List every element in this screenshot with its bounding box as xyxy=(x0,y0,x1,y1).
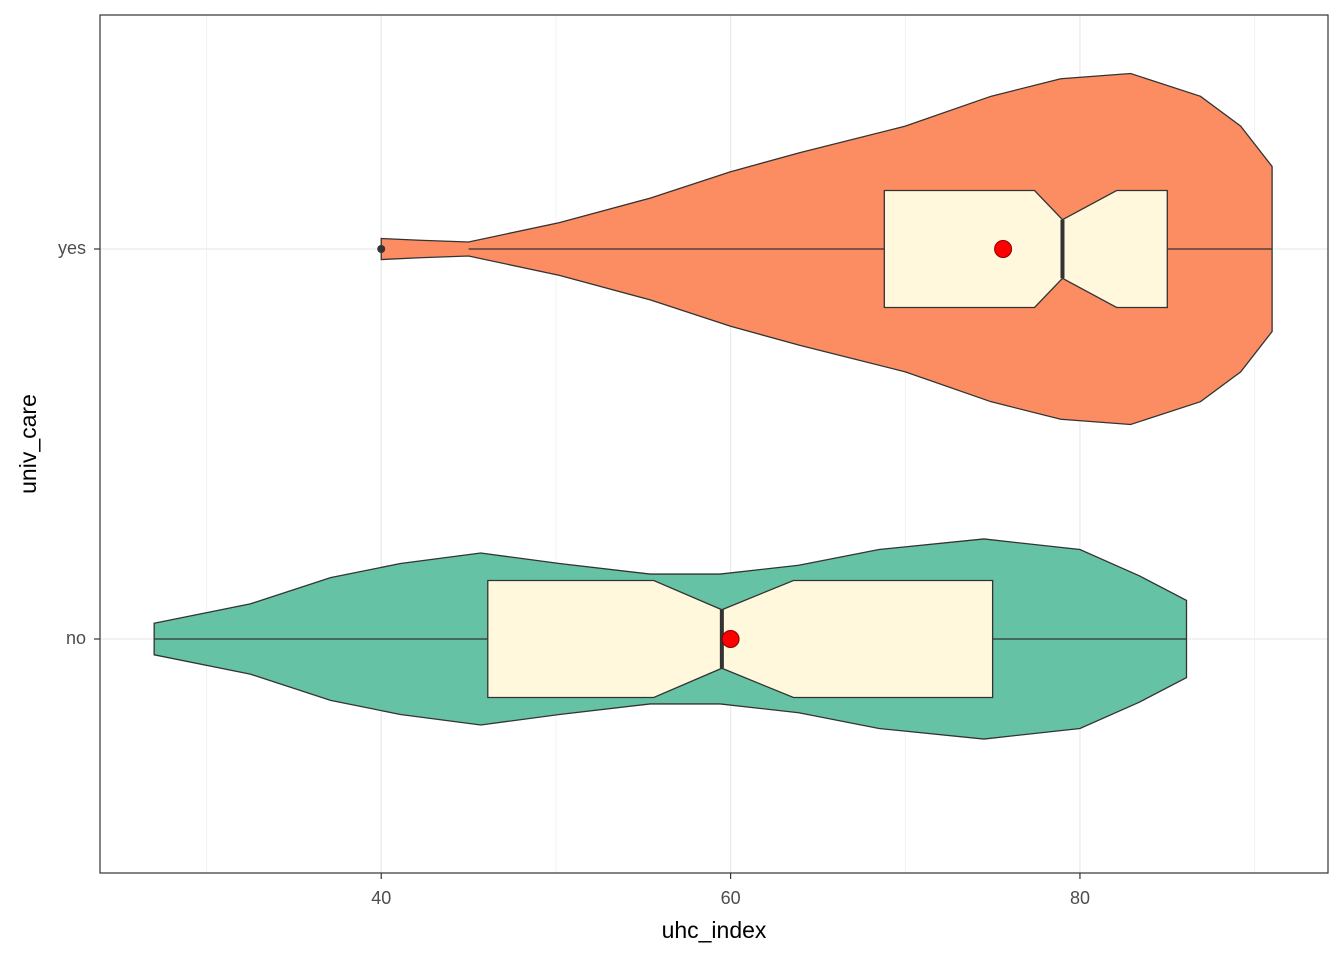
notched-box xyxy=(487,579,994,699)
x-tick-label: 40 xyxy=(371,888,391,908)
outlier xyxy=(377,245,386,253)
y-tick-label: no xyxy=(66,628,86,648)
x-tick-label: 60 xyxy=(721,888,741,908)
panel-border xyxy=(99,14,1329,874)
notched-box xyxy=(883,189,1168,309)
y-tick-label: yes xyxy=(58,238,86,258)
x-tick-label: 80 xyxy=(1070,888,1090,908)
mean-point xyxy=(994,240,1013,258)
plot-area xyxy=(153,72,1273,740)
y-axis-title: univ_care xyxy=(15,394,41,494)
mean-point xyxy=(721,630,740,648)
x-axis-title: uhc_index xyxy=(662,917,767,943)
